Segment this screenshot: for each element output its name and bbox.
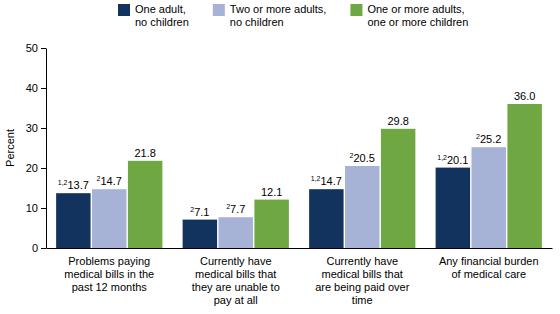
- legend: One adult,no children Two or more adults,…: [118, 3, 468, 28]
- data-labels: 1,213.727.11,214.71,220.1214.727.7220.52…: [58, 90, 536, 218]
- data-label: 29.8: [387, 115, 408, 127]
- chart-container: One adult,no children Two or more adults,…: [0, 0, 560, 314]
- bar: [381, 129, 415, 248]
- bar: [309, 189, 343, 248]
- bar: [128, 161, 162, 248]
- data-label-value: 12.1: [261, 186, 282, 198]
- x-axis-line: [47, 248, 553, 249]
- data-label-value: 20.1: [447, 154, 468, 166]
- data-label-value: 7.1: [194, 206, 209, 218]
- data-label: 1,220.1: [437, 154, 468, 166]
- y-tick-mark: [41, 208, 46, 209]
- y-tick-label: 40: [26, 82, 38, 94]
- x-axis: Problems payingmedical bills in thepast …: [47, 248, 553, 306]
- footnote-marker: 1,2: [58, 179, 68, 186]
- y-axis-line: [46, 49, 47, 249]
- bar: [254, 200, 288, 248]
- legend-label: One adult,no children: [135, 3, 189, 28]
- y-axis-title: Percent: [4, 129, 16, 167]
- data-label: 220.5: [350, 152, 375, 164]
- y-tick-mark: [41, 128, 46, 129]
- x-tick: Currently havemedical bills thatthey are…: [192, 248, 280, 306]
- bar: [56, 193, 90, 248]
- bar: [345, 166, 379, 248]
- legend-item: One adult,no children: [118, 3, 189, 28]
- x-tick-label: Any financial burdenof medical care: [439, 255, 539, 280]
- legend-swatch: [350, 4, 362, 16]
- data-label-value: 25.2: [480, 133, 501, 145]
- x-tick: Problems payingmedical bills in thepast …: [64, 248, 154, 293]
- data-label: 1,214.7: [311, 175, 342, 187]
- bar: [183, 220, 217, 248]
- data-label-value: 14.7: [321, 175, 342, 187]
- y-tick-label: 30: [26, 122, 38, 134]
- chart: One adult,no children Two or more adults,…: [0, 0, 560, 314]
- y-tick: 0: [32, 242, 46, 254]
- y-tick: 30: [26, 122, 46, 134]
- y-tick-label: 20: [26, 162, 38, 174]
- y-tick-mark: [41, 48, 46, 49]
- legend-item: Two or more adults,no children: [213, 3, 327, 28]
- bar: [472, 147, 506, 248]
- footnote-marker: 1,2: [311, 175, 321, 182]
- data-label-value: 36.0: [514, 90, 535, 102]
- legend-swatch: [213, 4, 225, 16]
- y-tick-label: 0: [32, 242, 38, 254]
- x-tick-label: Currently havemedical bills thatthey are…: [192, 255, 280, 306]
- legend-label: One or more adults,one or more children: [367, 3, 468, 28]
- y-tick-mark: [41, 88, 46, 89]
- data-label-value: 13.7: [68, 179, 89, 191]
- data-label-value: 14.7: [100, 175, 121, 187]
- legend-label: Two or more adults,no children: [230, 3, 327, 28]
- data-label-value: 29.8: [387, 115, 408, 127]
- legend-swatch: [118, 4, 130, 16]
- y-tick: 50: [26, 42, 46, 54]
- x-tick: Currently havemedical bills thatare bein…: [315, 248, 410, 306]
- y-tick-mark: [41, 168, 46, 169]
- y-tick: 40: [26, 82, 46, 94]
- y-tick: 10: [26, 202, 46, 214]
- y-axis: 0 10 20 30 40 50: [26, 42, 47, 254]
- data-label: 1,213.7: [58, 179, 89, 191]
- legend-item: One or more adults,one or more children: [350, 3, 468, 28]
- y-tick: 20: [26, 162, 46, 174]
- footnote-marker: 1,2: [437, 154, 447, 161]
- data-label-value: 20.5: [353, 152, 374, 164]
- data-label: 225.2: [476, 133, 501, 145]
- bar: [92, 189, 126, 248]
- data-label-value: 7.7: [230, 203, 245, 215]
- y-tick-label: 10: [26, 202, 38, 214]
- bar: [219, 217, 253, 248]
- data-label: 36.0: [514, 90, 535, 102]
- data-label: 27.1: [190, 206, 209, 218]
- data-label-value: 21.8: [134, 147, 155, 159]
- y-tick-label: 50: [26, 42, 38, 54]
- x-tick: Any financial burdenof medical care: [439, 248, 539, 280]
- bars: [56, 104, 542, 248]
- data-label: 21.8: [134, 147, 155, 159]
- data-label: 214.7: [97, 175, 122, 187]
- bar: [436, 168, 470, 248]
- bar: [507, 104, 541, 248]
- x-tick-label: Currently havemedical bills thatare bein…: [315, 255, 410, 306]
- data-label: 27.7: [226, 203, 245, 215]
- x-tick-label: Problems payingmedical bills in thepast …: [64, 255, 154, 293]
- y-tick-mark: [41, 248, 46, 249]
- data-label: 12.1: [261, 186, 282, 198]
